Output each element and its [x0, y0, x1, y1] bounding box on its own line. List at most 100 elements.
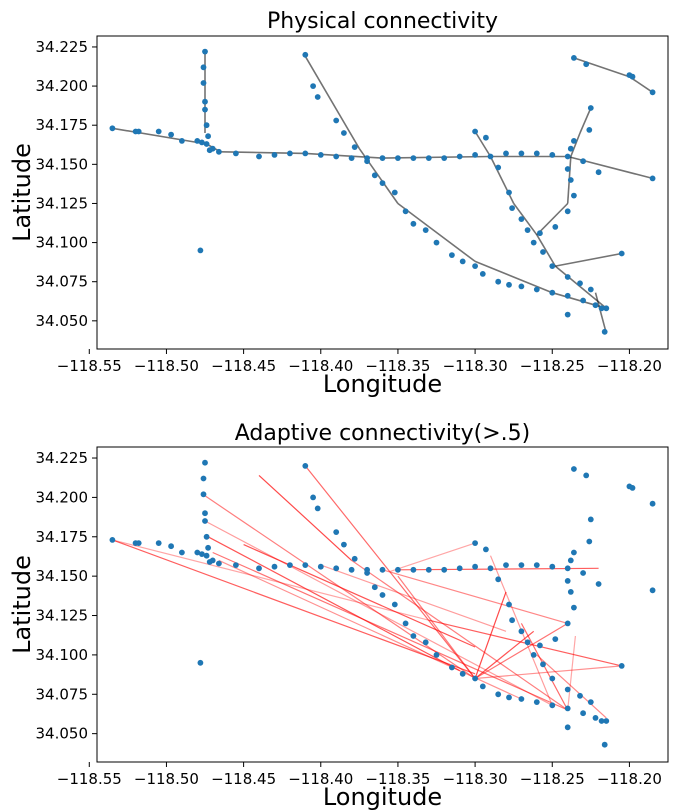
- data-point: [459, 258, 466, 265]
- data-point: [586, 126, 593, 133]
- edge-line: [304, 465, 476, 679]
- y-tick-label: 34.050: [36, 312, 89, 330]
- data-point: [216, 148, 222, 155]
- data-point: [202, 510, 208, 517]
- chart-physical-connectivity: −118.55 −118.50 −118.45 −118.40 −118.35 −118.…: [8, 9, 669, 398]
- edge-line: [474, 131, 492, 157]
- y-tick-label: 34.175: [36, 116, 89, 134]
- data-point: [472, 563, 478, 570]
- data-point: [567, 589, 574, 595]
- data-point: [483, 546, 489, 553]
- y-tick-label: 34.075: [36, 685, 89, 703]
- data-point: [302, 51, 309, 58]
- data-point: [587, 699, 594, 705]
- edge-line: [204, 520, 553, 706]
- edge-line: [390, 542, 476, 572]
- data-point: [583, 61, 590, 68]
- data-point: [629, 73, 636, 80]
- x-tick-label: −118.45: [211, 357, 276, 375]
- data-point: [518, 696, 525, 702]
- edge-line: [207, 536, 460, 672]
- data-point: [168, 131, 175, 138]
- data-point: [506, 694, 512, 701]
- edge-line: [474, 622, 569, 680]
- data-point: [564, 578, 571, 584]
- edge-line: [536, 654, 607, 719]
- data-point: [649, 500, 656, 507]
- data-point: [472, 128, 478, 135]
- data-point: [564, 166, 571, 172]
- plot-frame: [96, 446, 669, 763]
- data-point: [495, 164, 502, 171]
- data-point: [571, 138, 577, 144]
- data-point: [564, 274, 571, 280]
- data-point: [549, 263, 556, 269]
- data-point: [202, 98, 208, 105]
- edge-line: [112, 127, 207, 145]
- data-point: [310, 83, 316, 89]
- data-point: [564, 153, 571, 160]
- y-tick-label: 34.100: [36, 234, 89, 252]
- data-point: [629, 485, 636, 491]
- data-point: [603, 305, 610, 312]
- data-point: [533, 286, 540, 293]
- y-tick-label: 34.100: [36, 646, 89, 664]
- data-point: [233, 150, 239, 157]
- edge-line: [218, 559, 522, 700]
- data-point: [333, 565, 340, 572]
- data-point: [202, 518, 208, 524]
- data-point: [287, 150, 293, 157]
- edge-line: [570, 132, 581, 157]
- data-point: [649, 175, 656, 182]
- data-point: [592, 715, 599, 721]
- data-point: [410, 566, 417, 573]
- data-point: [379, 180, 386, 187]
- data-point: [564, 686, 571, 693]
- data-point: [205, 544, 212, 551]
- edge-line: [305, 152, 383, 159]
- y-tick-label: 34.150: [36, 567, 89, 585]
- data-point: [618, 663, 625, 669]
- point-layer: [109, 48, 656, 335]
- data-point: [598, 718, 605, 724]
- y-tick-label: 34.200: [36, 77, 89, 95]
- y-tick-label: 34.125: [36, 607, 89, 625]
- data-point: [206, 147, 213, 154]
- edge-line: [567, 155, 653, 180]
- data-point: [317, 152, 324, 158]
- edge-line: [474, 630, 535, 679]
- data-point: [472, 675, 478, 682]
- data-point: [564, 620, 571, 627]
- edge-line: [555, 252, 622, 267]
- data-point: [441, 155, 448, 162]
- data-point: [595, 581, 602, 587]
- data-point: [580, 570, 586, 576]
- data-point: [564, 311, 571, 318]
- data-point: [495, 576, 502, 583]
- data-point: [402, 620, 409, 627]
- data-point: [601, 328, 608, 335]
- data-point: [549, 152, 556, 158]
- data-point: [379, 592, 386, 598]
- data-point: [202, 459, 208, 466]
- data-point: [287, 562, 293, 568]
- data-point: [506, 281, 512, 288]
- data-point: [310, 494, 316, 501]
- data-point: [530, 652, 537, 658]
- edge-line: [304, 55, 361, 150]
- edge-line: [397, 575, 476, 679]
- data-point: [549, 563, 556, 570]
- data-point: [179, 549, 185, 556]
- x-tick-label: −118.50: [134, 357, 199, 375]
- data-point: [571, 549, 577, 556]
- plot-frame: [96, 35, 669, 350]
- data-point: [422, 639, 429, 646]
- data-point: [202, 48, 208, 55]
- data-point: [601, 741, 608, 748]
- data-point: [351, 144, 358, 151]
- chart-adaptive-connectivity: −118.55 −118.50 −118.45 −118.40 −118.35 −118.…: [8, 421, 669, 810]
- data-point: [256, 153, 262, 160]
- data-point: [410, 220, 417, 227]
- data-point: [109, 537, 116, 543]
